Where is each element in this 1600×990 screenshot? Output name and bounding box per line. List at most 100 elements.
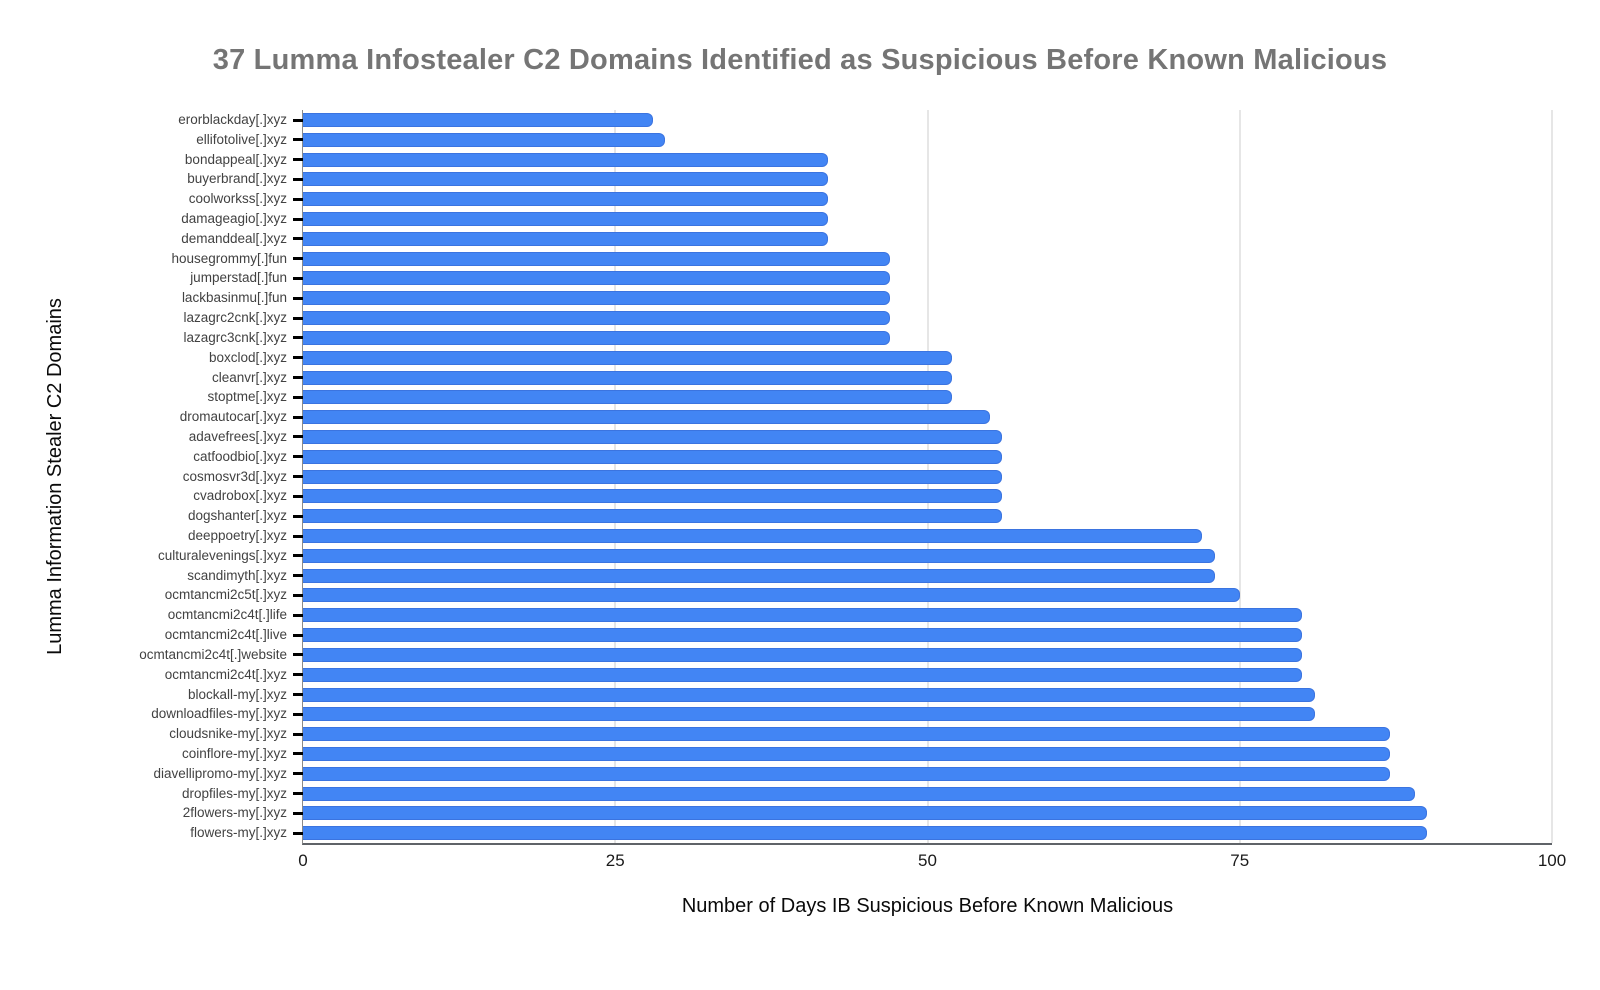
bar <box>303 529 1203 544</box>
y-tick-dash <box>293 673 312 677</box>
y-tick-dash <box>293 693 312 696</box>
category-label: dogshanter[.]xyz <box>187 508 287 524</box>
category-label: lazagrc3cnk[.]xyz <box>183 329 287 345</box>
category-label: jumperstad[.]fun <box>190 270 287 286</box>
bar <box>303 231 828 246</box>
bar-row: ocmtancmi2c5t[.]xyz <box>165 585 1552 605</box>
bar <box>303 449 1003 464</box>
bar <box>303 410 990 425</box>
bar <box>303 608 1303 623</box>
y-axis-title: Lumma Information Stealer C2 Domains <box>40 110 70 843</box>
category-label: bondappeal[.]xyz <box>184 151 287 167</box>
bar <box>303 786 1415 801</box>
y-tick-dash <box>293 276 312 280</box>
bar-row: jumperstad[.]fun <box>190 268 1552 288</box>
y-tick-dash <box>293 356 312 360</box>
y-tick-dash <box>293 613 312 617</box>
y-axis-title-text: Lumma Information Stealer C2 Domains <box>43 298 66 655</box>
bar <box>303 568 1215 583</box>
bar-row: lazagrc2cnk[.]xyz <box>183 308 1552 328</box>
category-label: stoptme[.]xyz <box>207 389 287 405</box>
bar <box>303 212 828 227</box>
bar <box>303 291 891 306</box>
category-label: cleanvr[.]xyz <box>211 369 287 385</box>
category-label: 2flowers-my[.]xyz <box>182 805 287 821</box>
bar <box>303 826 1428 841</box>
bar <box>303 628 1303 643</box>
y-tick-dash <box>293 494 312 498</box>
category-label: cosmosvr3d[.]xyz <box>182 468 287 484</box>
category-label: damageagio[.]xyz <box>181 211 287 227</box>
category-label: erorblackday[.]xyz <box>178 112 287 127</box>
bar-row: ocmtancmi2c4t[.]website <box>139 645 1552 665</box>
y-tick-dash <box>293 217 312 221</box>
plot-area: Number of Days IB Suspicious Before Know… <box>139 110 1566 917</box>
category-label: ocmtancmi2c4t[.]life <box>167 607 287 623</box>
category-label: catfoodbio[.]xyz <box>193 448 287 464</box>
y-tick-dash <box>293 376 312 380</box>
y-tick-dash <box>293 197 312 201</box>
category-label: adavefrees[.]xyz <box>188 428 287 444</box>
y-tick-dash <box>293 514 312 518</box>
gridline-x-75 <box>1239 110 1241 843</box>
bar <box>303 429 1003 444</box>
x-tick-label-25: 25 <box>605 851 625 870</box>
bar-row: housegrommy[.]fun <box>171 249 1552 269</box>
y-tick-dash <box>293 415 312 419</box>
bar-row: coinflore-my[.]xyz <box>182 744 1552 764</box>
bar-row: deeppoetry[.]xyz <box>188 526 1552 546</box>
y-tick-dash <box>293 811 312 815</box>
bar <box>303 647 1303 662</box>
bar-row: cleanvr[.]xyz <box>212 368 1552 388</box>
bar <box>303 766 1390 781</box>
bar-row: lackbasinmu[.]fun <box>182 288 1552 308</box>
bar-row: bondappeal[.]xyz <box>185 150 1552 170</box>
bar-row: erorblackday[.]xyz <box>178 110 1552 130</box>
bar-row: scandimyth[.]xyz <box>187 566 1552 586</box>
category-label: scandimyth[.]xyz <box>187 567 287 583</box>
bar <box>303 548 1215 563</box>
y-tick-dash <box>293 475 312 479</box>
bar <box>303 509 1003 524</box>
bar <box>303 172 828 187</box>
y-tick-dash <box>293 237 312 241</box>
bar <box>303 390 953 405</box>
y-tick-dash <box>293 633 312 637</box>
bar <box>303 311 891 326</box>
category-label: flowers-my[.]xyz <box>190 825 287 841</box>
y-tick-dash <box>293 336 312 340</box>
bar-row: downloadfiles-my[.]xyz <box>151 704 1552 724</box>
category-label: ocmtancmi2c4t[.]xyz <box>164 666 287 682</box>
y-tick-dash <box>293 534 312 538</box>
bar-row: dromautocar[.]xyz <box>180 407 1552 427</box>
category-label: deeppoetry[.]xyz <box>187 528 287 544</box>
bar-row: boxclod[.]xyz <box>209 348 1552 368</box>
x-axis-title: Number of Days IB Suspicious Before Know… <box>681 895 1174 917</box>
category-label: ocmtancmi2c4t[.]website <box>139 646 287 662</box>
bar-row: stoptme[.]xyz <box>207 387 1552 407</box>
bar <box>303 687 1315 702</box>
category-label: buyerbrand[.]xyz <box>187 171 287 187</box>
category-label: diavellipromo-my[.]xyz <box>153 765 287 781</box>
y-tick-dash <box>293 831 312 835</box>
x-tick-label-75: 75 <box>1230 851 1250 870</box>
bar-row: coolworkss[.]xyz <box>189 189 1552 209</box>
y-tick-dash <box>293 138 312 142</box>
bar <box>303 113 653 127</box>
bar-row: cloudsnike-my[.]xyz <box>169 724 1552 744</box>
y-tick-dash <box>293 118 312 122</box>
category-label: downloadfiles-my[.]xyz <box>151 706 287 722</box>
y-tick-dash <box>293 574 312 578</box>
category-label: blockall-my[.]xyz <box>187 686 287 702</box>
bar-row: 2flowers-my[.]xyz <box>183 803 1552 823</box>
category-label: lackbasinmu[.]fun <box>181 290 287 306</box>
category-label: culturalevenings[.]xyz <box>157 547 287 563</box>
chart-title: 37 Lumma Infostealer C2 Domains Identifi… <box>212 44 1388 76</box>
bar-row: cosmosvr3d[.]xyz <box>183 467 1552 487</box>
y-tick-dash <box>293 752 312 756</box>
y-tick-dash <box>293 455 312 459</box>
bar-row: damageagio[.]xyz <box>181 209 1552 229</box>
bar <box>303 489 1003 504</box>
x-tick-label-0: 0 <box>298 851 308 870</box>
category-label: dropfiles-my[.]xyz <box>181 785 287 801</box>
